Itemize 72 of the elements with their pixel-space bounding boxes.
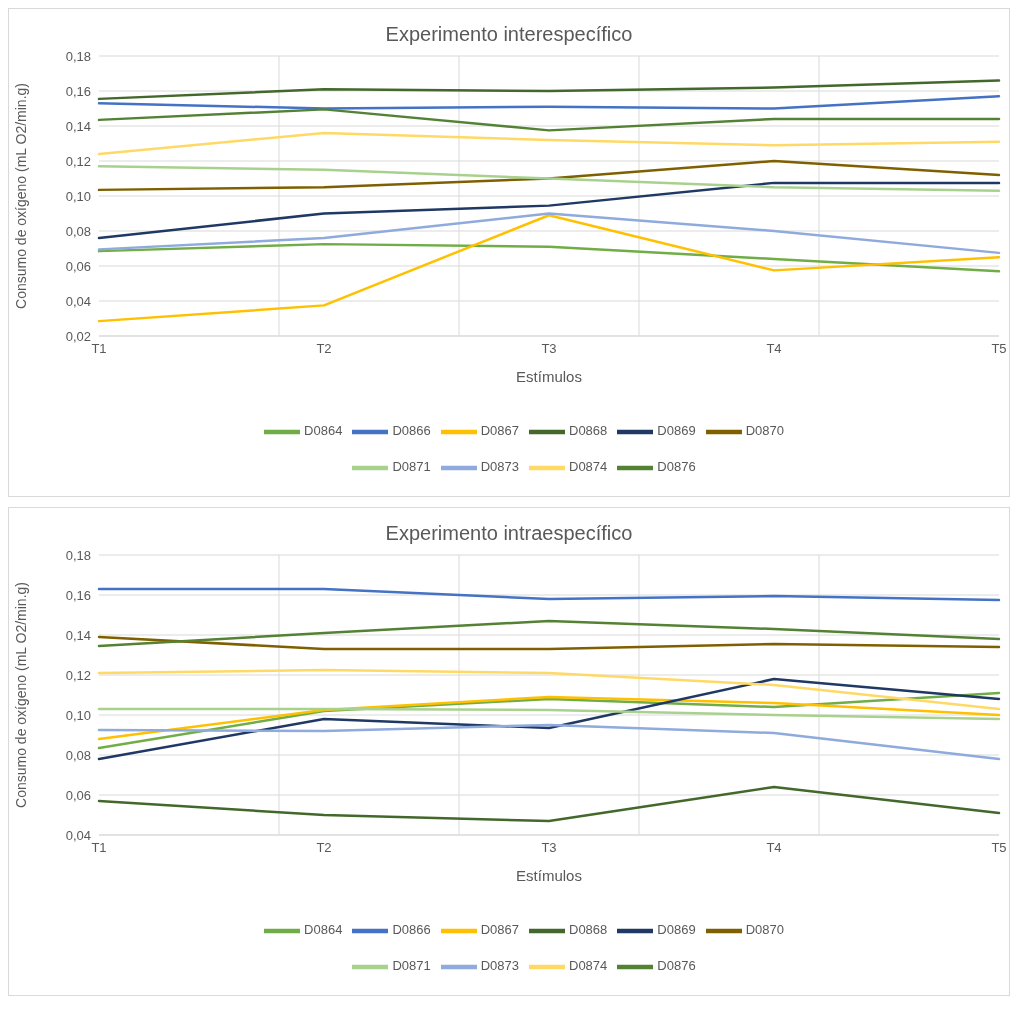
x-tick-label: T4 [766,840,782,856]
legend-label: D0869 [657,423,696,439]
line-series [97,79,1001,101]
line-series [97,108,1001,132]
legend-label: D0870 [745,423,784,439]
y-tick-label: 0,06 [65,258,91,274]
x-tick-label: T4 [766,341,782,357]
legend-label: D0871 [392,958,431,974]
legend-label: D0866 [392,922,431,938]
legend-label: D0873 [480,459,519,475]
line-series [97,181,1001,240]
x-tick-label: T5 [991,840,1007,856]
legend-label: D0874 [569,958,608,974]
y-tick-label: 0,10 [65,707,91,723]
line-series [97,214,1001,323]
x-axis-title: Estímulos [516,867,582,884]
y-tick-label: 0,16 [65,83,91,99]
y-axis-title: Consumo de oxígeno (mL O2/min.g) [12,83,29,309]
legend-label: D0876 [657,459,696,475]
legend-label: D0870 [745,922,784,938]
line-series [97,165,1001,192]
line-series [97,707,1001,721]
legend-label: D0864 [304,922,343,938]
line-series [97,677,1001,761]
line-series [97,695,1001,741]
line-series [97,212,1001,255]
y-tick-label: 0,06 [65,787,91,803]
x-axis-title: Estímulos [516,368,582,385]
x-tick-label: T1 [91,341,107,357]
line-series [97,159,1001,192]
x-tick-label: T2 [316,840,332,856]
x-tick-label: T3 [541,341,557,357]
y-tick-label: 0,08 [65,747,91,763]
line-series [97,723,1001,761]
y-tick-label: 0,18 [65,48,91,64]
legend-label: D0868 [569,922,608,938]
y-tick-label: 0,16 [65,587,91,603]
y-tick-label: 0,02 [65,328,91,344]
x-tick-label: T2 [316,341,332,357]
line-series [97,587,1001,602]
y-tick-label: 0,12 [65,153,91,169]
line-series [97,619,1001,648]
line-series [97,95,1001,110]
line-series [97,668,1001,711]
legend-label: D0864 [304,423,343,439]
legend-label: D0867 [480,423,519,439]
line-series [97,785,1001,823]
x-tick-label: T1 [91,840,107,856]
y-tick-label: 0,14 [65,118,91,134]
line-series [97,242,1001,273]
chart-title: Experimento interespecífico [384,22,634,46]
y-tick-label: 0,04 [65,293,91,309]
y-tick-label: 0,10 [65,188,91,204]
legend-label: D0867 [480,922,519,938]
legend-label: D0871 [392,459,431,475]
y-tick-label: 0,04 [65,827,91,843]
legend-label: D0866 [392,423,431,439]
line-series [97,131,1001,156]
legend-label: D0876 [657,958,696,974]
chart-title: Experimento intraespecífico [384,521,634,545]
line-series [97,635,1001,651]
y-tick-label: 0,12 [65,667,91,683]
legend-label: D0874 [569,459,608,475]
y-axis-title: Consumo de oxígeno (mL O2/min.g) [12,582,29,808]
legend-label: D0869 [657,922,696,938]
x-tick-label: T3 [541,840,557,856]
y-tick-label: 0,14 [65,627,91,643]
legend-label: D0873 [480,958,519,974]
y-tick-label: 0,18 [65,547,91,563]
x-tick-label: T5 [991,341,1007,357]
y-tick-label: 0,08 [65,223,91,239]
legend-label: D0868 [569,423,608,439]
